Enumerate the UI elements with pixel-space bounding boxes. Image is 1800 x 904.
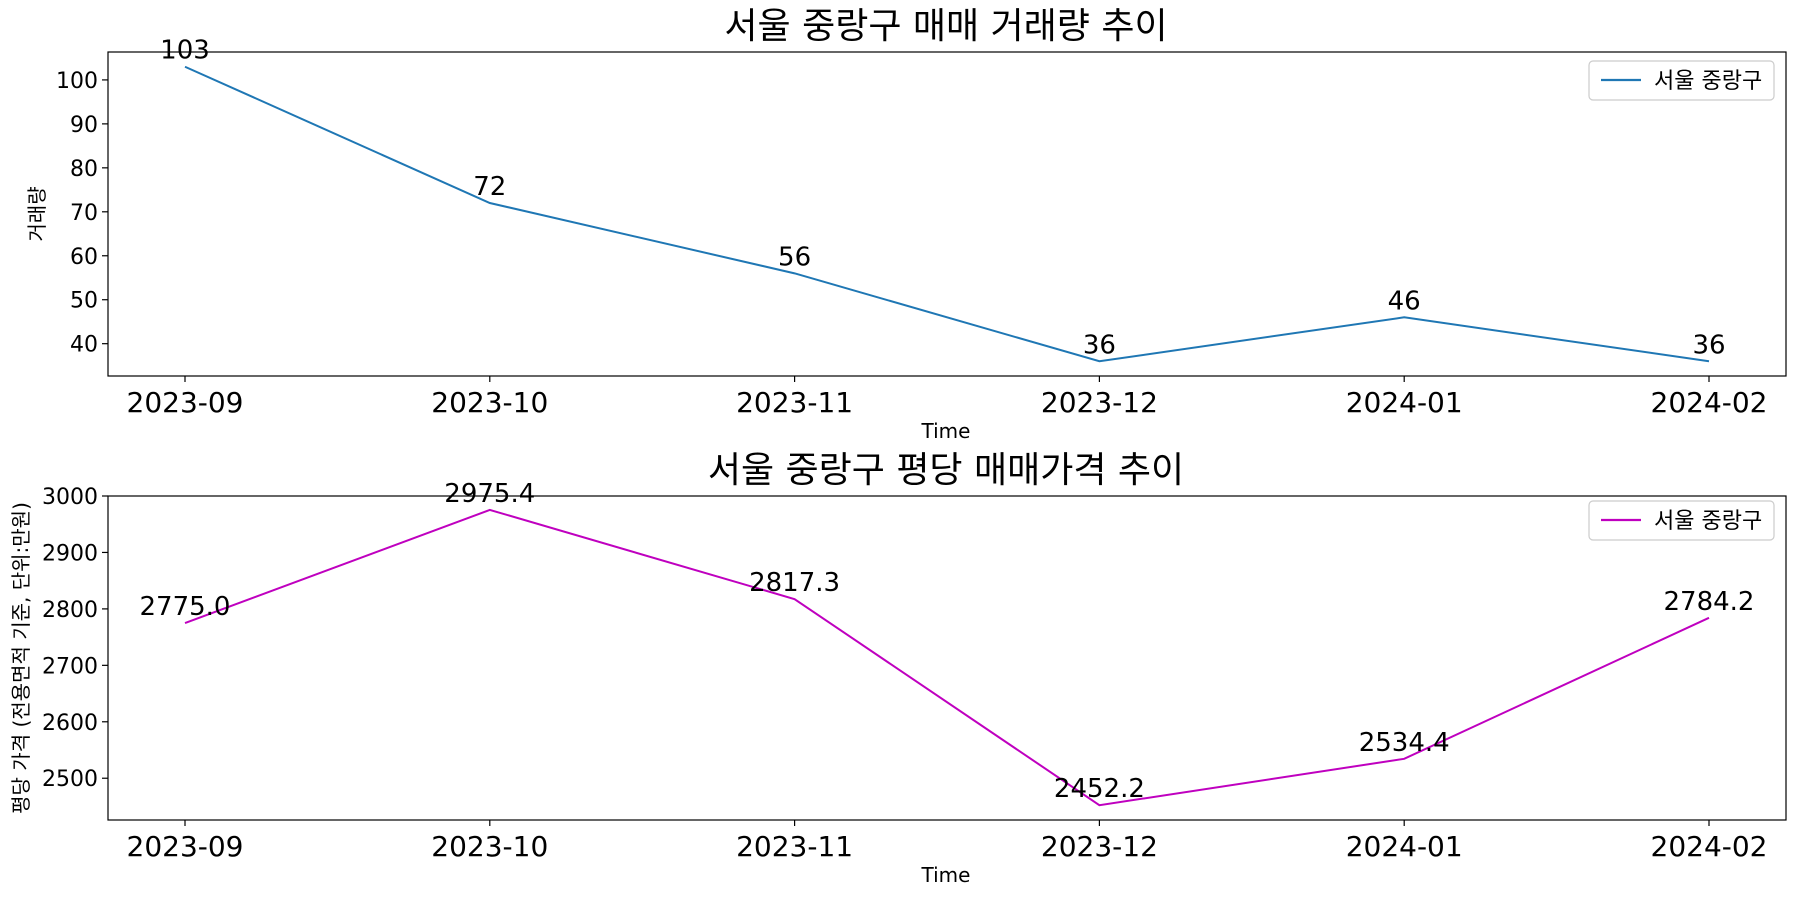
price-series-line [184, 508, 1710, 807]
price-data-label: 2784.2 [1664, 587, 1755, 617]
volume-x-axis-label: Time [921, 419, 971, 443]
price-y-tick-label: 2800 [42, 598, 98, 623]
volume-x-tick-label: 2023-09 [127, 386, 244, 419]
volume-data-label: 36 [1692, 330, 1725, 360]
volume-legend-box [1588, 60, 1775, 101]
price-y-tick-label: 2700 [42, 654, 98, 679]
price-chart-title: 서울 중랑구 평당 매매가격 추이 [708, 450, 1184, 491]
volume-legend: 서울 중랑구 [1588, 60, 1775, 101]
volume-data-label: 72 [473, 172, 506, 202]
volume-y-tick-label: 100 [56, 69, 98, 94]
volume-chart: 서울 중랑구 매매 거래량 추이 40 50 60 70 80 90 100 2023-09… [25, 6, 1787, 443]
price-y-tick-label: 2900 [42, 541, 98, 566]
volume-x-tick-label: 2023-11 [736, 386, 853, 419]
price-x-tick-label: 2023-12 [1041, 830, 1158, 863]
volume-x-ticks: 2023-09 2023-10 2023-11 2023-12 2024-01 2024-… [127, 376, 1768, 419]
price-data-label: 2817.3 [749, 568, 840, 598]
price-legend: 서울 중랑구 [1588, 500, 1775, 541]
volume-data-label: 103 [160, 36, 210, 66]
price-plot-area [107, 495, 1787, 821]
price-y-ticks: 2500 2600 2700 2800 2900 3000 [42, 485, 108, 792]
volume-data-label: 46 [1388, 286, 1421, 316]
volume-y-axis-label: 거래량 [25, 186, 49, 241]
volume-data-label: 56 [778, 242, 811, 272]
volume-y-ticks: 40 50 60 70 80 90 100 [56, 69, 108, 358]
price-x-tick-label: 2024-02 [1651, 830, 1768, 863]
price-y-tick-label: 2600 [42, 711, 98, 736]
volume-y-tick-label: 50 [70, 289, 98, 314]
volume-y-tick-label: 80 [70, 157, 98, 182]
volume-x-tick-label: 2023-10 [431, 386, 548, 419]
volume-x-tick-label: 2023-12 [1041, 386, 1158, 419]
volume-data-labels: 103 72 56 36 46 36 [160, 36, 1725, 361]
price-data-label: 2452.2 [1054, 774, 1145, 804]
volume-y-tick-label: 40 [70, 333, 98, 358]
price-y-tick-label: 3000 [42, 485, 98, 510]
price-legend-label: 서울 중랑구 [1654, 509, 1762, 534]
price-data-label: 2975.4 [444, 479, 535, 509]
volume-x-tick-label: 2024-02 [1651, 386, 1768, 419]
price-data-label: 2775.0 [140, 592, 231, 622]
volume-y-tick-label: 70 [70, 201, 98, 226]
price-x-axis-label: Time [921, 863, 971, 887]
price-y-axis-label: 평당 가격 (전용면적 기준, 단위:만원) [9, 502, 33, 814]
price-data-label: 2534.4 [1359, 728, 1450, 758]
volume-legend-label: 서울 중랑구 [1654, 69, 1762, 94]
price-data-labels: 2775.0 2975.4 2817.3 2452.2 2534.4 2784.2 [140, 479, 1755, 804]
price-x-tick-label: 2023-11 [736, 830, 853, 863]
volume-data-label: 36 [1083, 330, 1116, 360]
price-chart: 서울 중랑구 평당 매매가격 추이 2500 2600 2700 2800 2900 30… [9, 450, 1787, 887]
price-x-tick-label: 2023-09 [127, 830, 244, 863]
volume-y-tick-label: 90 [70, 113, 98, 138]
price-x-ticks: 2023-09 2023-10 2023-11 2023-12 2024-01 2024-… [127, 820, 1768, 863]
price-legend-box [1588, 500, 1775, 541]
price-x-tick-label: 2023-10 [431, 830, 548, 863]
volume-y-tick-label: 60 [70, 245, 98, 270]
volume-plot-area [107, 51, 1787, 377]
volume-series-line [184, 65, 1710, 363]
volume-chart-title: 서울 중랑구 매매 거래량 추이 [724, 6, 1167, 47]
price-y-tick-label: 2500 [42, 767, 98, 792]
volume-x-tick-label: 2024-01 [1346, 386, 1463, 419]
price-x-tick-label: 2024-01 [1346, 830, 1463, 863]
